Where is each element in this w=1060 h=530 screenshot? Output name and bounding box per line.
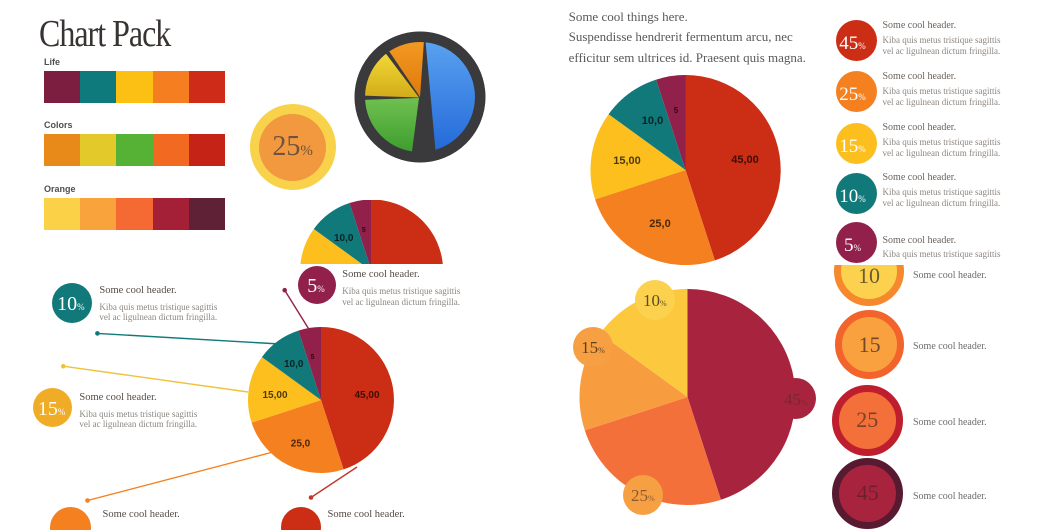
svg-text:45,00: 45,00 <box>731 154 759 166</box>
svg-text:15,00: 15,00 <box>613 155 641 167</box>
svg-text:10,0: 10,0 <box>334 233 354 244</box>
svg-text:25,0: 25,0 <box>291 438 311 449</box>
svg-text:5: 5 <box>362 227 366 234</box>
svg-text:5: 5 <box>674 106 679 115</box>
svg-text:45,00: 45,00 <box>354 390 379 401</box>
svg-text:25,0: 25,0 <box>649 218 670 230</box>
svg-text:15,00: 15,00 <box>262 390 287 401</box>
svg-text:10,0: 10,0 <box>284 359 304 370</box>
svg-text:10,0: 10,0 <box>642 115 663 127</box>
svg-text:5: 5 <box>311 354 315 361</box>
